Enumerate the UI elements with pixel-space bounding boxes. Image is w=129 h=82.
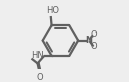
Text: O: O <box>36 73 43 82</box>
Text: +: + <box>89 35 94 40</box>
Text: O: O <box>91 42 97 51</box>
Text: -: - <box>95 31 97 36</box>
Text: HN: HN <box>31 51 44 60</box>
Text: HO: HO <box>46 6 59 15</box>
Text: O: O <box>91 30 97 39</box>
Text: N: N <box>85 36 92 45</box>
